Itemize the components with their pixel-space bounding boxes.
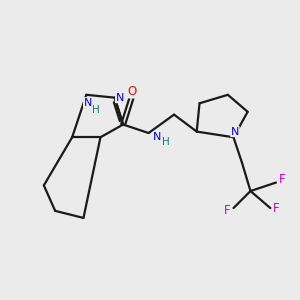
Text: F: F: [224, 204, 231, 218]
Text: H: H: [92, 104, 100, 115]
Text: F: F: [279, 173, 286, 186]
Text: H: H: [162, 137, 170, 147]
Text: O: O: [127, 85, 136, 98]
Text: N: N: [153, 132, 161, 142]
Text: N: N: [83, 98, 92, 108]
Text: N: N: [231, 127, 239, 136]
Text: N: N: [116, 93, 124, 103]
Text: F: F: [273, 202, 280, 214]
